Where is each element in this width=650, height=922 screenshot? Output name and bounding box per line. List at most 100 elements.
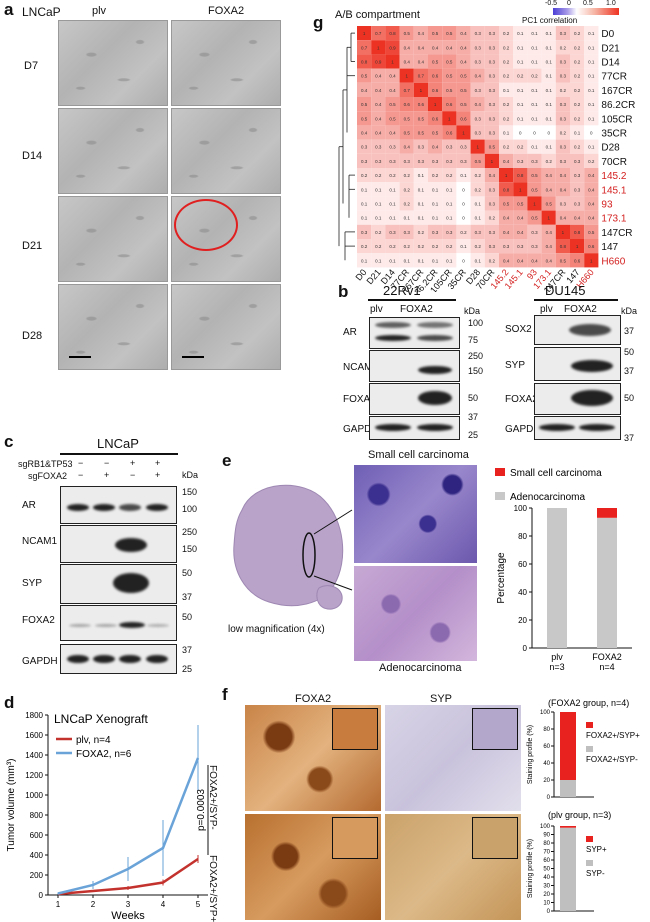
- heatmap-cell: [484, 40, 499, 55]
- heatmap-cell-value: 0.2: [404, 244, 411, 249]
- heatmap-cell-value: 0.3: [531, 244, 538, 249]
- marker: 37: [182, 645, 193, 655]
- heatmap-cell: [527, 168, 542, 183]
- heatmap-cell: [470, 153, 485, 168]
- heatmap-cell: [555, 253, 570, 268]
- heatmap-cell: [513, 224, 528, 239]
- e-y-tick-label: 60: [518, 560, 527, 569]
- heatmap-cell-value: 0.1: [588, 102, 595, 107]
- heatmap-cell: [470, 139, 485, 154]
- heatmap-cell: [357, 68, 372, 83]
- heatmap-cell-value: 0.1: [389, 216, 396, 221]
- f-chart-title: (FOXA2 group, n=4): [548, 698, 629, 708]
- heatmap-cell: [357, 97, 372, 112]
- heatmap-cell: [357, 224, 372, 239]
- f-y-tick-label: 100: [540, 824, 551, 830]
- heatmap-cell: [484, 111, 499, 126]
- heatmap-cell-value: 0.4: [404, 60, 411, 65]
- sign: −: [130, 470, 136, 480]
- f-y-tick-label: 50: [543, 867, 550, 873]
- heatmap-cell-value: 0.5: [446, 31, 453, 36]
- heatmap-cell-value: 0.2: [503, 145, 510, 150]
- heatmap-cell: [584, 239, 599, 254]
- ihc-foxa2-row1: [245, 705, 381, 811]
- underline: [368, 299, 456, 301]
- heatmap-cell-value: 0.3: [475, 88, 482, 93]
- heatmap-cell-value: 0.4: [375, 131, 382, 136]
- heatmap-cell: [484, 82, 499, 97]
- heatmap-cell: [357, 139, 372, 154]
- f-y-tick-label: 20: [543, 892, 550, 898]
- blot-gapdh: [369, 416, 460, 440]
- heatmap-cell: [470, 111, 485, 126]
- heatmap-dendrogram: [338, 32, 355, 261]
- e-x-tick-label: n=4: [599, 662, 614, 672]
- heatmap-cell-value: 0.1: [432, 202, 439, 207]
- heatmap-cell-value: 0.1: [503, 88, 510, 93]
- heatmap-cell: [499, 54, 514, 69]
- heatmap-cell-value: 0.4: [560, 173, 567, 178]
- heatmap-cell-value: 0.1: [546, 116, 553, 121]
- heatmap-cell: [371, 97, 386, 112]
- heatmap-cell-value: 0.2: [574, 88, 581, 93]
- heatmap-cell-value: 0.2: [361, 244, 368, 249]
- heatmap-cell-value: 0.3: [489, 187, 496, 192]
- heatmap-cell-value: 0.2: [418, 230, 425, 235]
- heatmap-cell: [442, 54, 457, 69]
- heatmap-cell-value: 0.1: [546, 145, 553, 150]
- heatmap-cell-value: 0.1: [475, 202, 482, 207]
- heatmap-cell: [584, 68, 599, 83]
- heatmap-cell: [513, 196, 528, 211]
- blot-syp: [534, 347, 621, 381]
- heatmap-cell-value: 0.4: [375, 116, 382, 121]
- heatmap-cell: [428, 82, 443, 97]
- f-legend-label: SYP+: [586, 845, 607, 854]
- heatmap-cell: [385, 182, 400, 197]
- heatmap-cell-value: 0.2: [475, 173, 482, 178]
- heatmap-cell: [456, 139, 471, 154]
- heatmap-cell: [399, 125, 414, 140]
- heatmap-cell-value: 0.2: [475, 187, 482, 192]
- heatmap-cell-value: 0.3: [475, 31, 482, 36]
- heatmap-cell: [428, 239, 443, 254]
- blot-ar: [60, 486, 177, 524]
- heatmap-cell: [413, 111, 428, 126]
- heatmap-cell-value: 0.1: [418, 258, 425, 263]
- d-y-tick-label: 1000: [25, 791, 43, 800]
- heatmap-cell-value: 0.4: [560, 216, 567, 221]
- heatmap-cell: [541, 196, 556, 211]
- heatmap-cell-value: 0.3: [475, 131, 482, 136]
- heatmap-cell: [541, 253, 556, 268]
- marker: 25: [468, 430, 479, 440]
- heatmap-row-label: D21: [601, 43, 620, 54]
- underline: [60, 453, 178, 455]
- heatmap-cell-value: 0.1: [404, 258, 411, 263]
- f-legend-swatch: [586, 746, 593, 752]
- heatmap-cell-value: 1: [434, 102, 437, 107]
- heatmap-cell-value: 0.3: [489, 45, 496, 50]
- blot-label-foxa2: FOXA2: [22, 615, 55, 626]
- heatmap-cell-value: 0.1: [517, 60, 524, 65]
- heatmap-cell-value: 0.5: [446, 88, 453, 93]
- heatmap-cell-value: 0.2: [560, 88, 567, 93]
- heatmap-cell: [513, 253, 528, 268]
- heatmap-cell: [484, 139, 499, 154]
- heatmap-cell: [442, 26, 457, 41]
- heatmap-cell-value: 1: [562, 230, 565, 235]
- e-bar-segment: [597, 517, 617, 648]
- e-y-tick-label: 100: [514, 504, 528, 513]
- heatmap-cell: [442, 196, 457, 211]
- marker: 50: [468, 393, 479, 403]
- heatmap-cell-value: 1: [448, 116, 451, 121]
- heatmap-cell: [385, 168, 400, 183]
- heatmap-cell: [357, 111, 372, 126]
- heatmap-cell-value: 0.3: [432, 230, 439, 235]
- heatmap-cell-value: 1: [491, 159, 494, 164]
- f-legend-label: FOXA2+/SYP-: [586, 755, 638, 764]
- heatmap-cell-value: 0.2: [503, 60, 510, 65]
- heatmap-row-label: 93: [601, 200, 613, 211]
- heatmap-cell: [470, 125, 485, 140]
- heatmap-cell-value: 0.2: [560, 131, 567, 136]
- heatmap-cell: [399, 182, 414, 197]
- heatmap-cell-value: 0.1: [517, 116, 524, 121]
